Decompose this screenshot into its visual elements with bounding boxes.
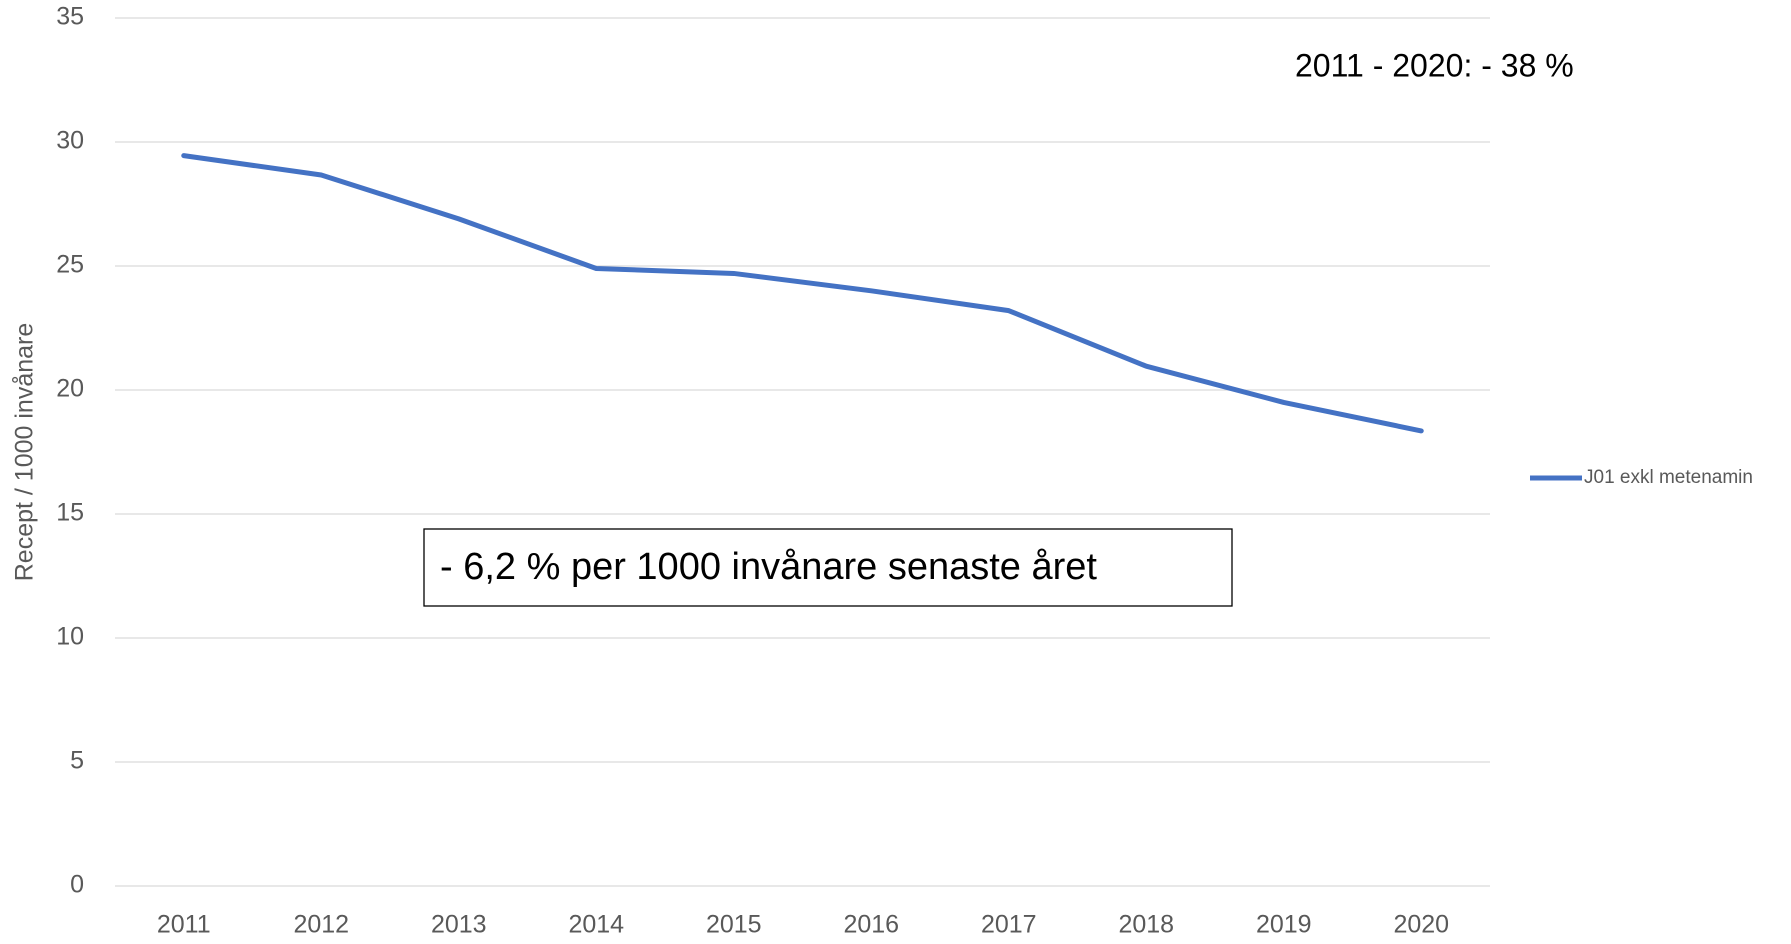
y-tick-label: 35 (56, 3, 84, 31)
x-tick-label: 2018 (1118, 911, 1174, 939)
y-tick-label: 30 (56, 127, 84, 155)
legend-label: J01 exkl metenamin (1584, 467, 1753, 488)
y-tick-label: 25 (56, 251, 84, 279)
x-tick-label: 2016 (843, 911, 899, 939)
annotation: - 6,2 % per 1000 invånare senaste året (440, 546, 1097, 588)
annotation: 2011 - 2020: - 38 % (1295, 47, 1574, 83)
y-tick-label: 10 (56, 623, 84, 651)
y-tick-label: 15 (56, 499, 84, 527)
x-tick-label: 2012 (293, 911, 349, 939)
annotation-box (423, 528, 1233, 607)
x-tick-label: 2015 (706, 911, 762, 939)
x-tick-label: 2017 (981, 911, 1037, 939)
y-tick-label: 20 (56, 375, 84, 403)
y-axis-label: Recept / 1000 invånare (11, 323, 39, 582)
x-tick-label: 2014 (568, 911, 624, 939)
x-tick-label: 2020 (1393, 911, 1449, 939)
y-tick-label: 5 (70, 747, 84, 775)
x-tick-label: 2019 (1256, 911, 1312, 939)
series-line (181, 153, 1424, 434)
x-tick-label: 2011 (157, 911, 211, 939)
y-tick-label: 0 (70, 871, 84, 899)
x-tick-label: 2013 (431, 911, 487, 939)
